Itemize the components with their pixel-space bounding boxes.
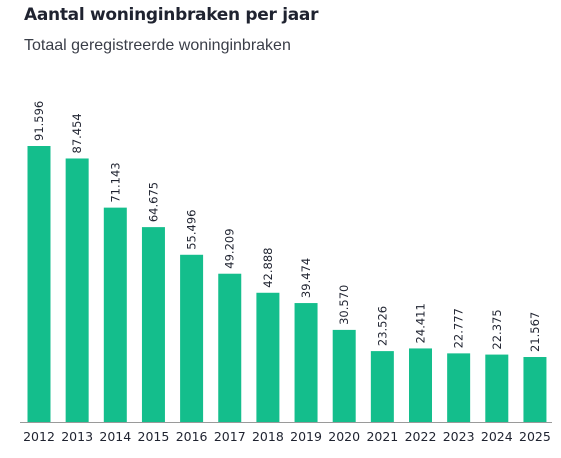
x-tick-label-2024: 2024	[481, 429, 513, 444]
chart-title: Aantal woninginbraken per jaar	[24, 5, 319, 25]
x-tick-label-2021: 2021	[366, 429, 398, 444]
x-tick-label-2014: 2014	[99, 429, 131, 444]
bar-2013	[65, 158, 89, 423]
x-tick-label-2016: 2016	[176, 429, 208, 444]
chart-subtitle: Totaal geregistreerde woninginbraken	[24, 37, 291, 54]
data-label-2016: 55.496	[185, 210, 199, 250]
bar-2017	[218, 273, 242, 422]
data-label-2025: 21.567	[528, 312, 542, 352]
bar-2022	[409, 348, 432, 422]
bar-2021	[370, 351, 394, 422]
x-tick-label-2018: 2018	[252, 429, 284, 444]
data-label-2022: 24.411	[414, 303, 428, 343]
bar-2019	[294, 303, 318, 422]
data-label-2024: 22.375	[490, 309, 504, 349]
data-label-2019: 39.474	[299, 258, 313, 298]
x-tick-label-2023: 2023	[443, 429, 475, 444]
x-tick-label-2015: 2015	[138, 429, 170, 444]
bar-2023	[447, 353, 471, 422]
data-label-2013: 87.454	[70, 113, 84, 153]
data-label-2020: 30.570	[337, 285, 351, 325]
bar-2016	[180, 254, 204, 422]
bar-2014	[103, 207, 127, 422]
bar-2018	[256, 292, 280, 422]
data-label-2018: 42.888	[261, 248, 275, 288]
data-label-2021: 23.526	[375, 306, 389, 346]
bar-2024	[485, 354, 509, 422]
x-tick-label-2017: 2017	[214, 429, 246, 444]
data-label-2015: 64.675	[146, 182, 160, 222]
data-label-2012: 91.596	[32, 101, 46, 141]
x-tick-label-2025: 2025	[519, 429, 551, 444]
data-label-2023: 22.777	[452, 308, 466, 348]
x-tick-label-2020: 2020	[328, 429, 360, 444]
x-tick-label-2022: 2022	[405, 429, 437, 444]
bar-2020	[332, 329, 356, 422]
x-tick-label-2012: 2012	[23, 429, 55, 444]
x-tick-label-2013: 2013	[61, 429, 93, 444]
bar-2025	[523, 357, 547, 422]
data-label-2014: 71.143	[108, 162, 122, 202]
bar-2012	[27, 146, 51, 422]
data-label-2017: 49.209	[223, 228, 237, 268]
bar-2015	[141, 227, 165, 422]
x-tick-label-2019: 2019	[290, 429, 322, 444]
